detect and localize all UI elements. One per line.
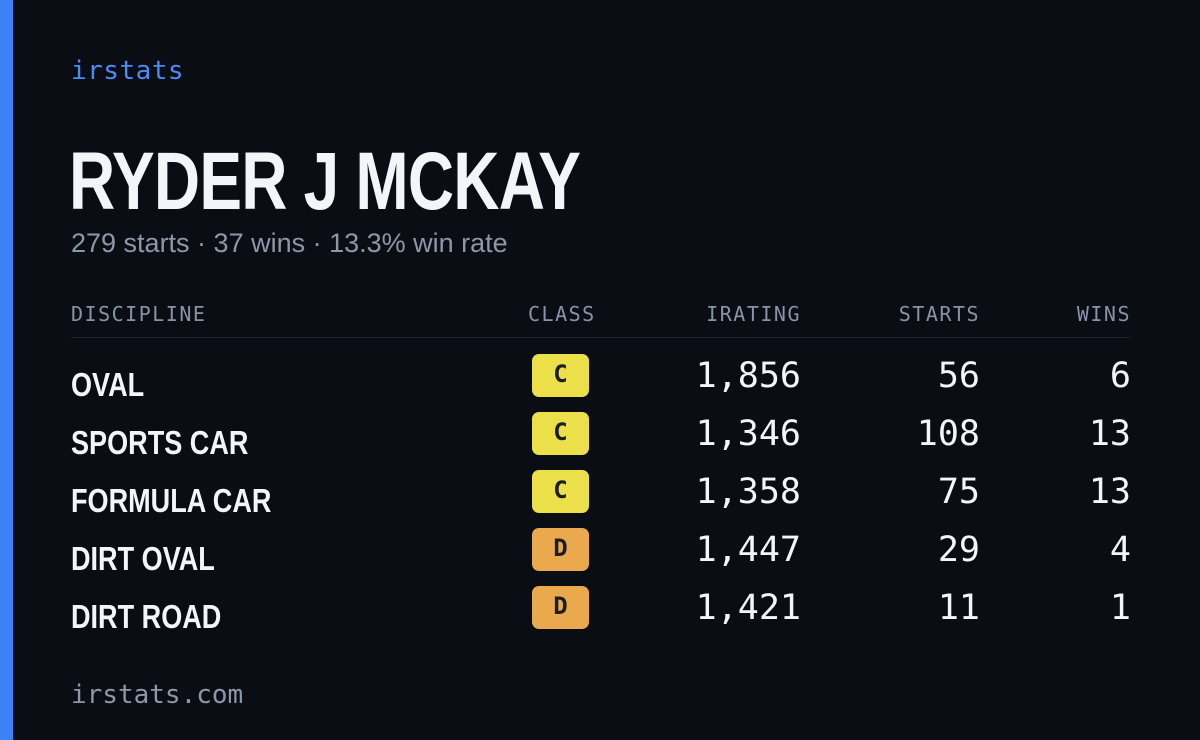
wins-value: 13 [1088,414,1131,454]
starts-value: 75 [937,472,980,512]
column-header-irating: IRATING [706,302,801,326]
class-badge: C [532,354,589,397]
table-header: DISCIPLINE CLASS IRATING STARTS WINS [71,300,1131,338]
irating-value: 1,358 [695,472,801,512]
starts-value: 108 [916,414,980,454]
wins-value: 4 [1109,530,1131,570]
column-header-starts: STARTS [898,302,980,326]
table-row: DIRT ROAD D 1,421 11 1 [71,582,1131,640]
discipline-name: SPORTS CAR [71,424,249,461]
footer-url: irstats.com [71,680,244,710]
table-row: DIRT OVAL D 1,447 29 4 [71,524,1131,582]
irating-value: 1,856 [695,356,801,396]
discipline-name: DIRT ROAD [71,598,222,635]
class-badge: D [532,586,589,629]
brand-logo: irstats [71,56,185,86]
table-row: FORMULA CAR C 1,358 75 13 [71,466,1131,524]
column-header-class: CLASS [528,302,596,326]
column-header-discipline: DISCIPLINE [71,302,207,326]
discipline-table: OVAL C 1,856 56 6 SPORTS CAR C 1,346 108… [71,350,1131,640]
starts-value: 56 [937,356,980,396]
class-badge: C [532,412,589,455]
class-badge: C [532,470,589,513]
wins-value: 6 [1109,356,1131,396]
table-row: OVAL C 1,856 56 6 [71,350,1131,408]
irating-value: 1,421 [695,588,801,628]
discipline-name: OVAL [71,366,145,403]
starts-value: 11 [937,588,980,628]
discipline-name: FORMULA CAR [71,482,272,519]
wins-value: 1 [1109,588,1131,628]
player-summary: 279 starts · 37 wins · 13.3% win rate [71,228,508,258]
discipline-name: DIRT OVAL [71,540,215,577]
irating-value: 1,346 [695,414,801,454]
irating-value: 1,447 [695,530,801,570]
wins-value: 13 [1088,472,1131,512]
accent-bar [0,0,13,740]
player-name: RYDER J MCKAY [69,136,581,227]
column-header-wins: WINS [1076,302,1131,326]
class-badge: D [532,528,589,571]
table-row: SPORTS CAR C 1,346 108 13 [71,408,1131,466]
starts-value: 29 [937,530,980,570]
